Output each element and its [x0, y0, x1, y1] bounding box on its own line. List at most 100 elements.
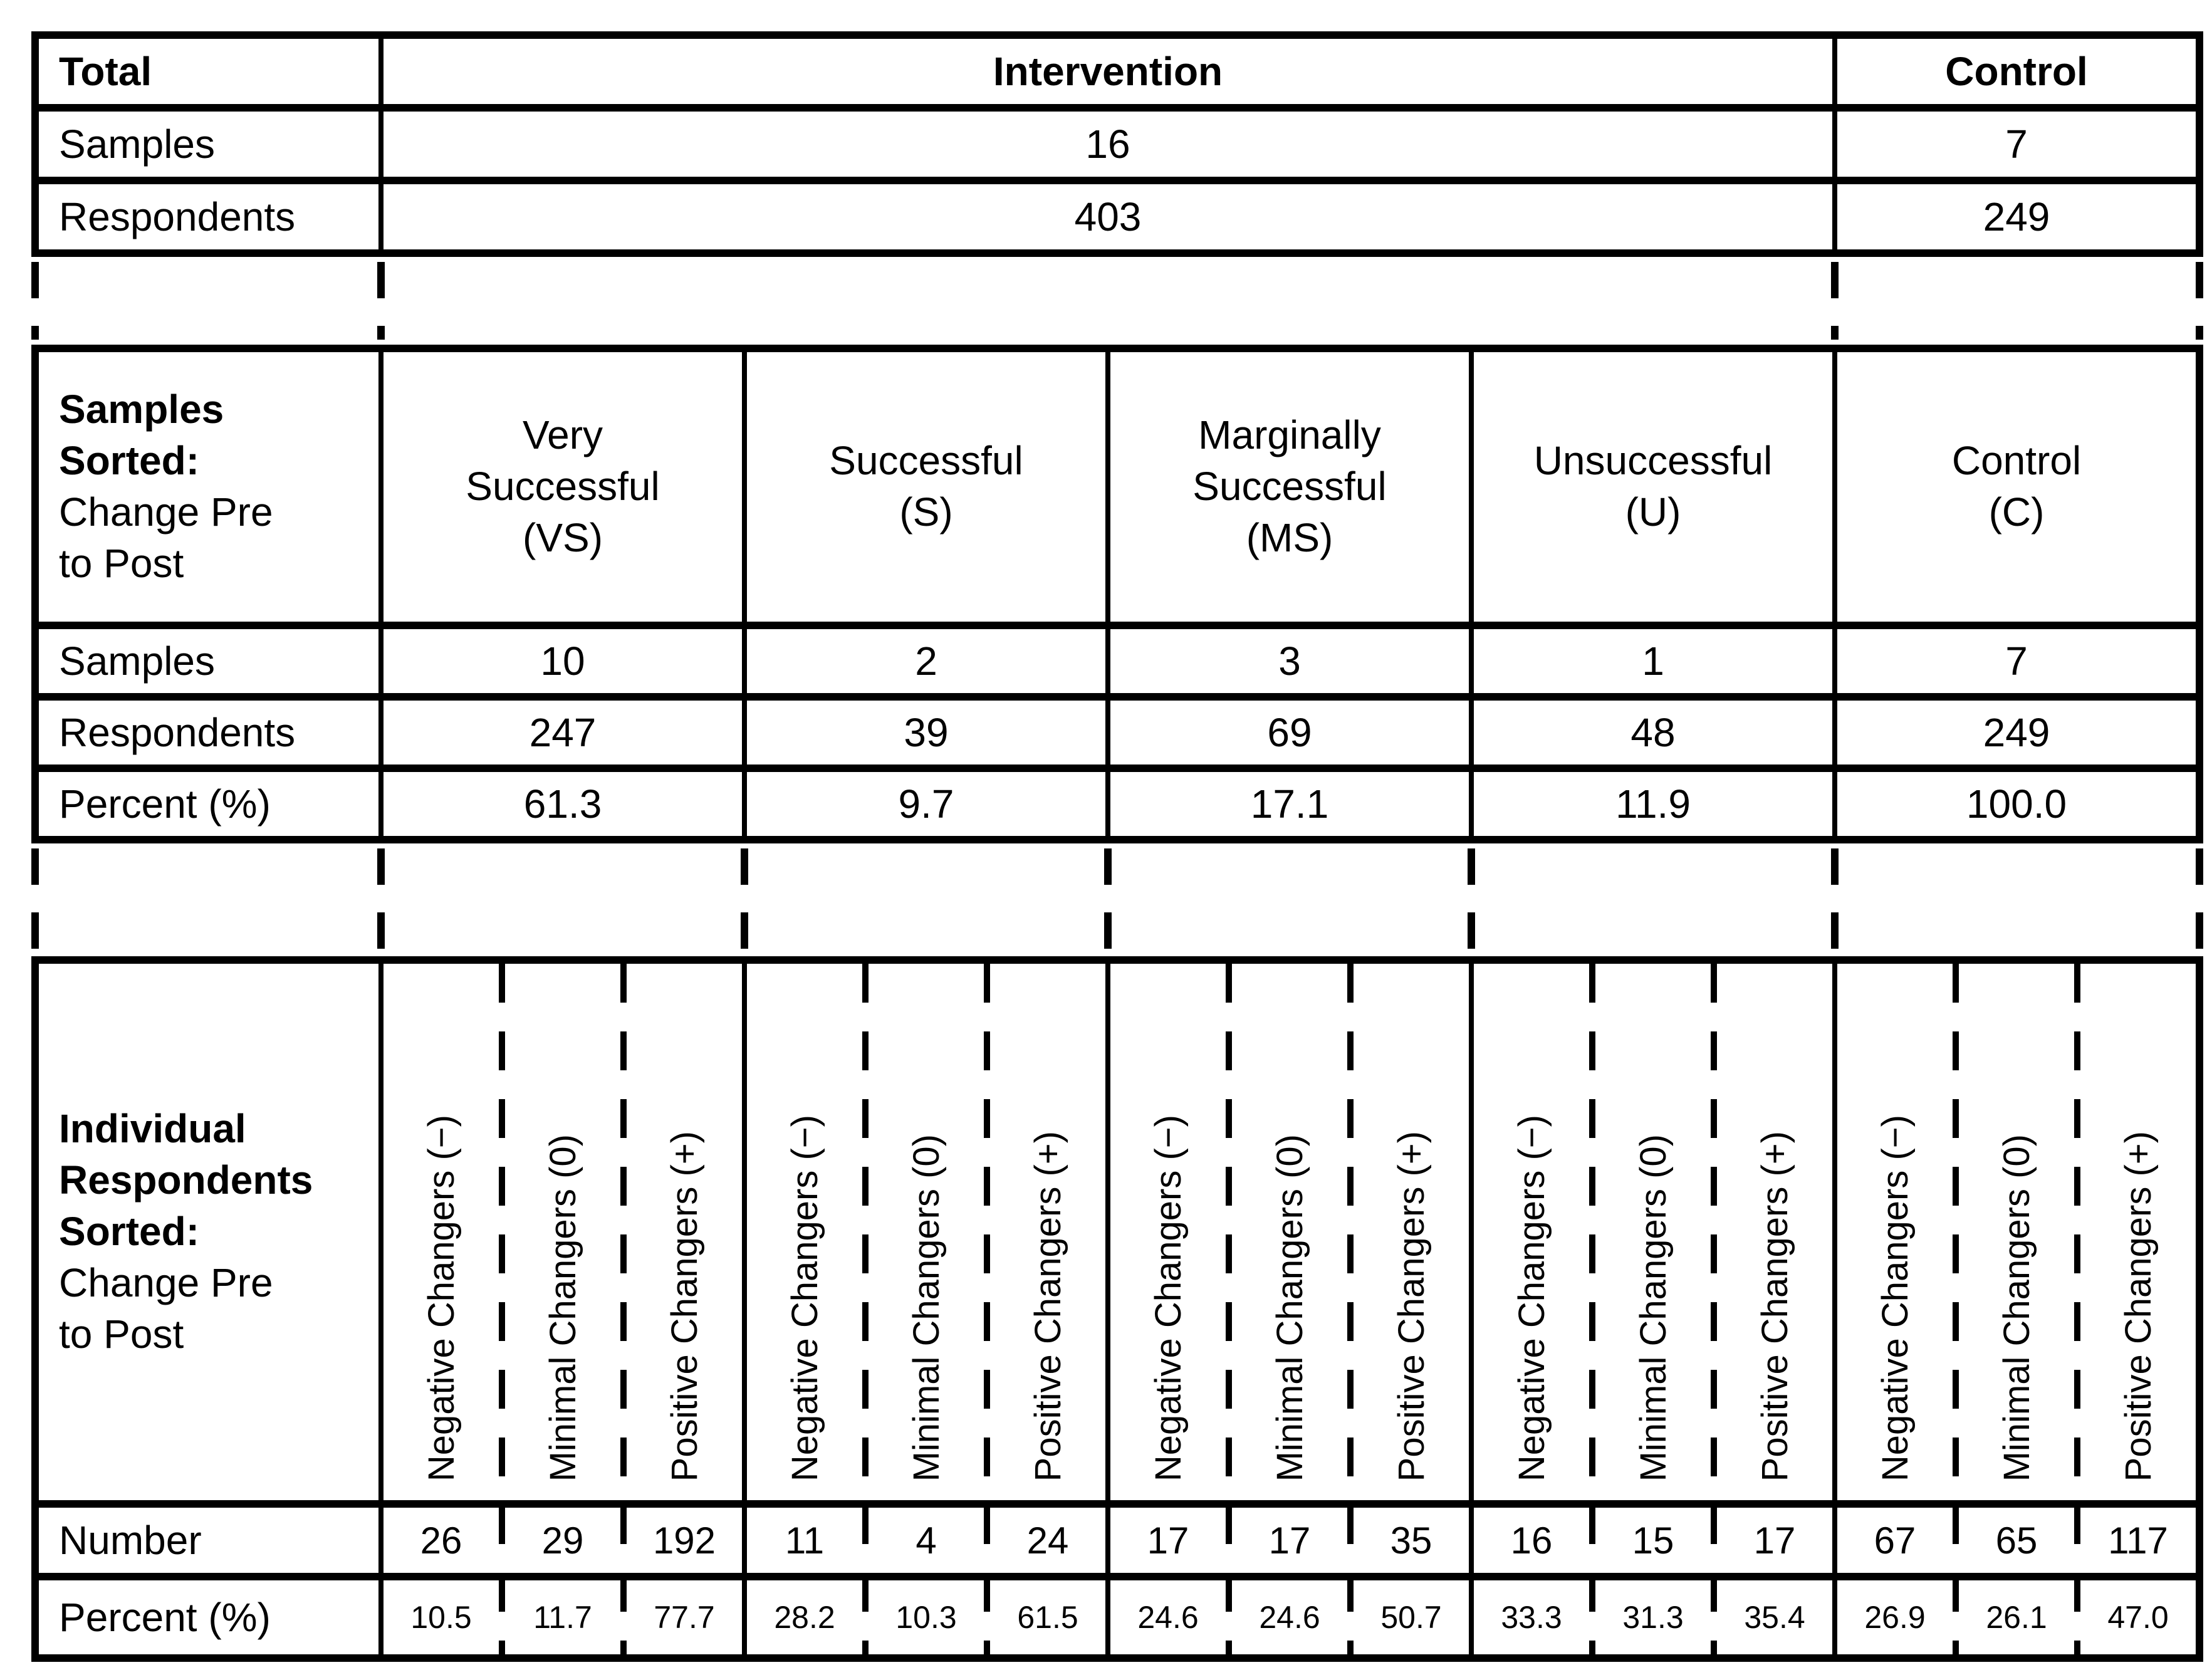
percent-value: 61.3: [523, 781, 602, 827]
connector-gap-top: [31, 257, 2203, 345]
number-cell: 17: [1268, 1519, 1311, 1562]
dashed-separator: [2074, 964, 2080, 1654]
rotated-label-text: Positive Changers (+): [1027, 1130, 1068, 1481]
row-separator: [39, 1573, 2196, 1580]
dashed-connector: [741, 848, 748, 951]
dashed-separator: [1226, 964, 1232, 1654]
vertical-separator: [378, 352, 383, 836]
number-cell: 4: [916, 1519, 937, 1562]
samples-row-label: Samples: [59, 639, 215, 684]
respondents-row-label: Respondents: [59, 194, 296, 239]
dashed-separator: [620, 964, 627, 1654]
group-header-control: Control (C): [1951, 438, 2082, 535]
percent-value: 9.7: [898, 781, 954, 827]
rotated-label-positive-changers: Positive Changers (+): [627, 964, 742, 1500]
individual-respondents-header-rest: Change Pre to Post: [59, 1260, 273, 1357]
rotated-label-text: Minimal Changers (0): [1269, 1134, 1310, 1481]
rotated-label-text: Minimal Changers (0): [905, 1134, 947, 1481]
percent-cell: 28.2: [774, 1600, 835, 1635]
samples-value: 2: [915, 639, 937, 684]
dashed-separator: [1589, 964, 1595, 1654]
rotated-label-negative-changers: Negative Changers (−): [1110, 964, 1226, 1500]
number-cell: 24: [1026, 1519, 1069, 1562]
number-cell: 17: [1753, 1519, 1796, 1562]
individual-respondents-table: Individual Respondents Sorted: Change Pr…: [31, 956, 2203, 1662]
number-cell: 67: [1874, 1519, 1916, 1562]
row-separator: [39, 764, 2196, 772]
percent-cell: 24.6: [1259, 1600, 1320, 1635]
vertical-separator: [378, 39, 383, 249]
samples-value: 7: [2005, 639, 2028, 684]
percent-value: 11.9: [1615, 781, 1691, 827]
number-cell: 16: [1510, 1519, 1553, 1562]
row-separator: [39, 622, 2196, 629]
samples-row-label: Samples: [59, 122, 215, 167]
vertical-separator: [378, 964, 383, 1654]
percent-cell: 77.7: [654, 1600, 715, 1635]
number-cell: 15: [1632, 1519, 1674, 1562]
rotated-label-negative-changers: Negative Changers (−): [383, 964, 499, 1500]
dashed-connector: [1831, 848, 1839, 951]
rotated-label-positive-changers: Positive Changers (+): [1354, 964, 1469, 1500]
respondents-control-value: 249: [1983, 194, 2050, 239]
rotated-label-negative-changers: Negative Changers (−): [1474, 964, 1589, 1500]
number-cell: 192: [652, 1519, 716, 1562]
samples-sorted-header: Samples Sorted: Change Pre to Post: [39, 352, 378, 622]
row-separator: [39, 177, 2196, 184]
rotated-label-negative-changers: Negative Changers (−): [1837, 964, 1953, 1500]
percent-row-label: Percent (%): [59, 1595, 271, 1640]
respondents-value: 39: [904, 710, 949, 755]
percent-row-label: Percent (%): [59, 781, 271, 827]
percent-cell: 35.4: [1744, 1600, 1805, 1635]
row-separator: [39, 1500, 2196, 1508]
dashed-connector: [31, 262, 39, 340]
rotated-label-minimal-changers: Minimal Changers (0): [869, 964, 984, 1500]
percent-cell: 26.1: [1986, 1600, 2047, 1635]
rotated-label-text: Minimal Changers (0): [1632, 1134, 1674, 1481]
vertical-separator: [1832, 39, 1837, 249]
number-cell: 35: [1390, 1519, 1432, 1562]
vertical-separator: [1832, 964, 1837, 1654]
group-header-marginally-successful: Marginally Successful (MS): [1192, 412, 1387, 560]
respondents-value: 69: [1267, 710, 1312, 755]
rotated-label-minimal-changers: Minimal Changers (0): [1232, 964, 1347, 1500]
rotated-label-text: Negative Changers (−): [784, 1114, 825, 1481]
samples-value: 10: [540, 639, 585, 684]
percent-cell: 31.3: [1622, 1600, 1684, 1635]
control-header: Control: [1945, 49, 2088, 94]
individual-respondents-header: Individual Respondents Sorted: Change Pr…: [39, 964, 378, 1500]
vertical-separator: [1832, 352, 1837, 836]
total-header: Total: [59, 49, 152, 94]
respondents-value: 48: [1630, 710, 1676, 755]
number-cell: 29: [541, 1519, 584, 1562]
rotated-label-text: Positive Changers (+): [1754, 1130, 1795, 1481]
dashed-connector: [1104, 848, 1112, 951]
rotated-label-minimal-changers: Minimal Changers (0): [505, 964, 620, 1500]
percent-cell: 10.5: [410, 1600, 472, 1635]
group-header-very-successful: Very Successful (VS): [466, 412, 660, 560]
rotated-label-text: Minimal Changers (0): [542, 1134, 583, 1481]
number-cell: 26: [420, 1519, 462, 1562]
rotated-label-text: Negative Changers (−): [1147, 1114, 1189, 1481]
rotated-label-text: Positive Changers (+): [664, 1130, 705, 1481]
dashed-connector: [1831, 262, 1839, 340]
rotated-label-text: Negative Changers (−): [1874, 1114, 1916, 1481]
row-separator: [39, 693, 2196, 701]
percent-cell: 26.9: [1864, 1600, 1926, 1635]
respondents-row-label: Respondents: [59, 710, 296, 755]
rotated-label-text: Minimal Changers (0): [1996, 1134, 2037, 1481]
samples-value: 3: [1278, 639, 1301, 684]
rotated-label-positive-changers: Positive Changers (+): [1717, 964, 1832, 1500]
vertical-separator: [1105, 964, 1110, 1654]
percent-value: 100.0: [1966, 781, 2067, 827]
individual-respondents-header-bold: Individual Respondents Sorted:: [59, 1106, 313, 1255]
rotated-label-text: Negative Changers (−): [1511, 1114, 1552, 1481]
dashed-connector: [31, 848, 39, 951]
samples-sorted-header-rest: Change Pre to Post: [59, 489, 273, 586]
dashed-separator: [1953, 964, 1959, 1654]
dashed-connector: [377, 848, 385, 951]
rotated-label-text: Negative Changers (−): [420, 1114, 462, 1481]
percent-cell: 11.7: [533, 1600, 592, 1635]
vertical-separator: [1105, 352, 1110, 836]
